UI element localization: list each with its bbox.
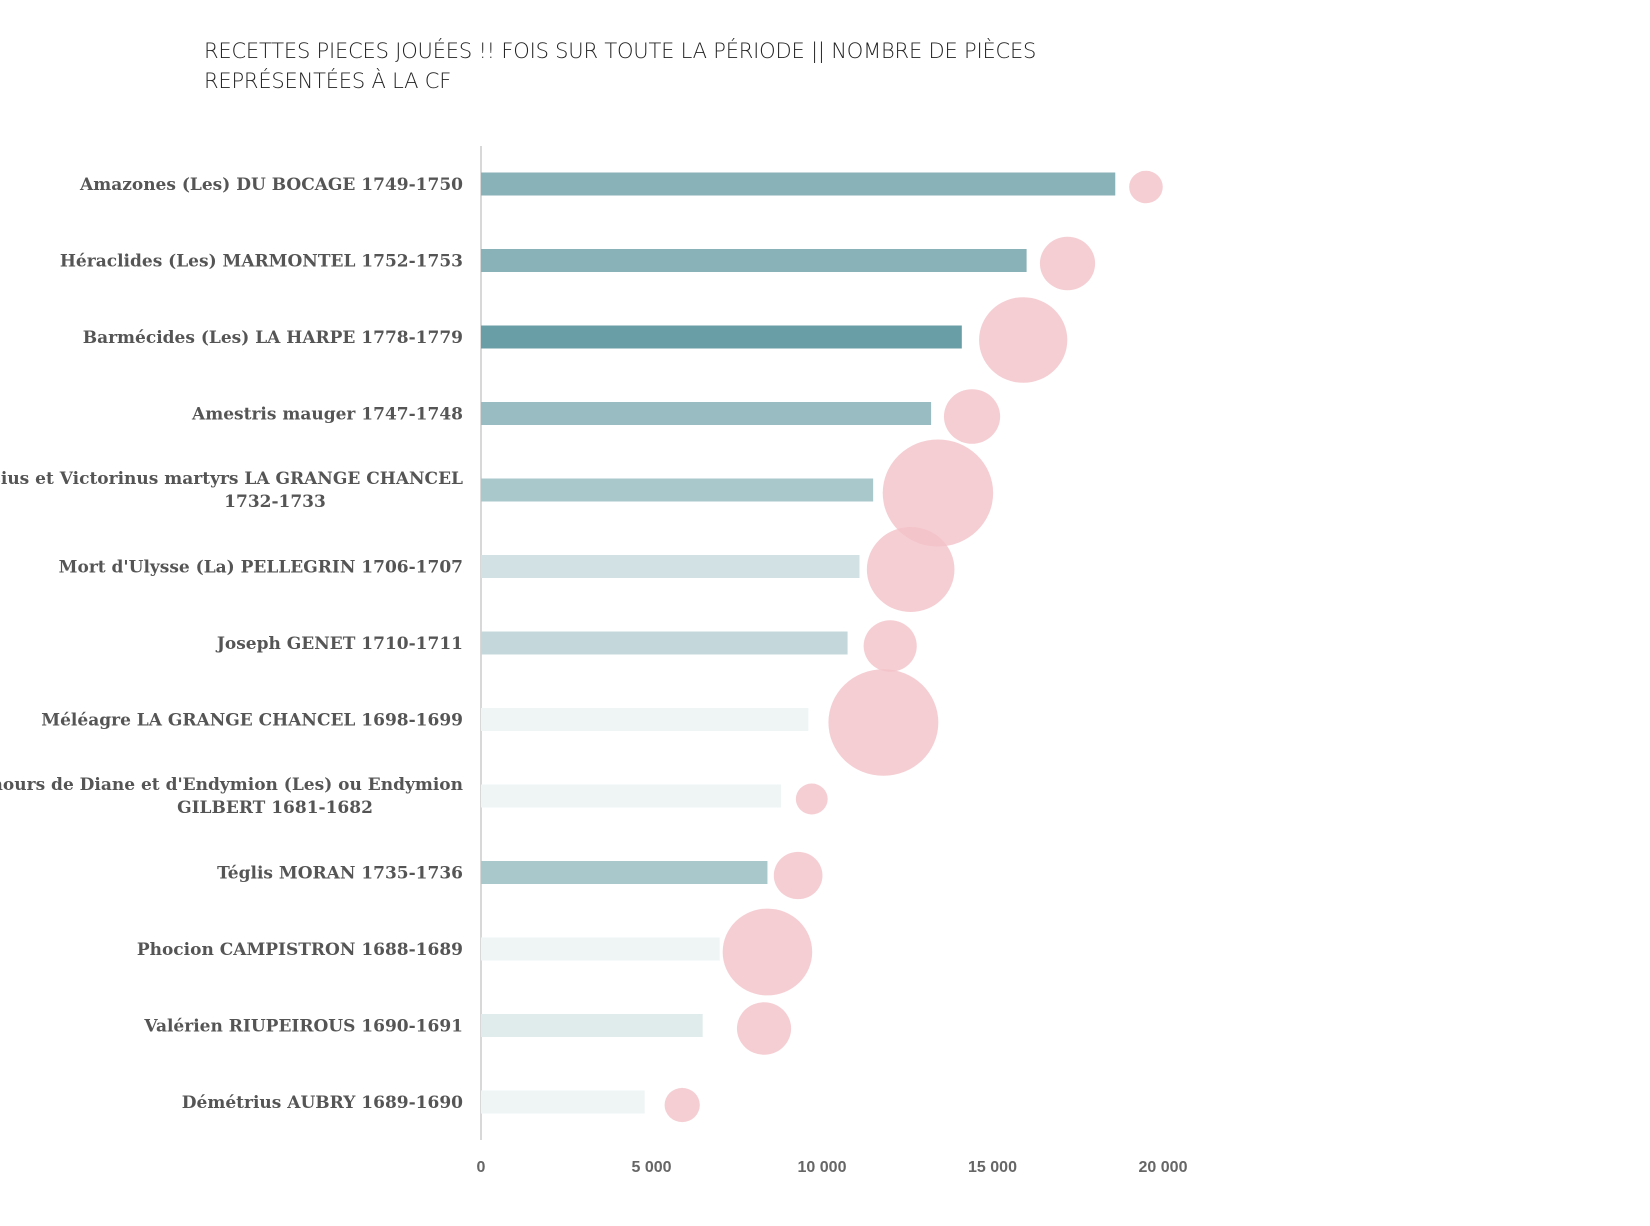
- bar-5: [481, 555, 860, 578]
- bubble-7: [828, 669, 939, 776]
- bar-2: [481, 325, 962, 349]
- bubble-1: [1039, 236, 1096, 291]
- bar-0: [481, 172, 1116, 196]
- bubble-8: [795, 783, 828, 815]
- chart-title: RECETTES PIECES JOUÉES !! FOIS SUR TOUTE…: [204, 39, 1037, 93]
- bubble-9: [773, 851, 823, 900]
- bar-8: [481, 784, 782, 808]
- x-axis-ticks: 0 5 000 10 000 15 000 20 000: [477, 1159, 1188, 1176]
- category-labels: Amazones (Les) DU BOCAGE 1749-1750 Héracl…: [0, 175, 463, 1113]
- category-label-5: Mort d'Ulysse (La) PELLEGRIN 1706-1707: [59, 558, 463, 578]
- category-label-11: Valérien RIUPEIROUS 1690-1691: [143, 1017, 463, 1037]
- category-label-6: Joseph GENET 1710-1711: [215, 634, 463, 654]
- x-tick-2: 10 000: [798, 1159, 847, 1176]
- x-tick-4: 20 000: [1139, 1159, 1188, 1176]
- bar-9: [481, 861, 768, 884]
- category-label-8-line-0: Amours de Diane et d'Endymion (Les) ou E…: [0, 775, 463, 795]
- bar-3: [481, 402, 932, 425]
- bubble-4: [882, 439, 994, 547]
- category-label-7: Méléagre LA GRANGE CHANCEL 1698-1699: [41, 711, 463, 731]
- bar-10: [481, 937, 720, 961]
- category-label-4-line-1: 1732-1733: [224, 492, 326, 512]
- bubble-5: [866, 527, 955, 612]
- category-label-3: Amestris mauger 1747-1748: [191, 405, 463, 425]
- bubble-10: [722, 908, 813, 996]
- bar-1: [481, 249, 1027, 272]
- x-tick-3: 15 000: [968, 1159, 1017, 1176]
- bubble-6: [863, 620, 917, 672]
- category-label-8: Amours de Diane et d'Endymion (Les) ou E…: [0, 775, 463, 818]
- bar-6: [481, 631, 848, 655]
- bubble-11: [736, 1002, 792, 1055]
- bubble-12: [664, 1087, 700, 1123]
- bar-4: [481, 478, 874, 502]
- bar-12: [481, 1090, 645, 1114]
- bubble-2: [979, 297, 1068, 383]
- bubbles-layer: [664, 170, 1163, 1123]
- bubble-3: [943, 389, 1001, 444]
- category-label-4: Cassius et Victorinus martyrs LA GRANGE …: [0, 469, 463, 512]
- bar-7: [481, 708, 809, 731]
- bubble-0: [1129, 170, 1163, 204]
- category-label-4-line-0: Cassius et Victorinus martyrs LA GRANGE …: [0, 469, 463, 489]
- category-label-0: Amazones (Les) DU BOCAGE 1749-1750: [79, 175, 463, 195]
- x-tick-0: 0: [477, 1159, 486, 1176]
- x-tick-1: 5 000: [631, 1159, 671, 1176]
- category-label-1: Héraclides (Les) MARMONTEL 1752-1753: [60, 252, 463, 272]
- bars-layer: [481, 172, 1116, 1114]
- category-label-10: Phocion CAMPISTRON 1688-1689: [137, 940, 463, 960]
- category-label-8-line-1: GILBERT 1681-1682: [177, 798, 373, 818]
- bar-11: [481, 1014, 703, 1037]
- category-label-2: Barmécides (Les) LA HARPE 1778-1779: [83, 328, 463, 348]
- category-label-9: Téglis MORAN 1735-1736: [217, 864, 463, 884]
- category-label-12: Démétrius AUBRY 1689-1690: [182, 1093, 463, 1113]
